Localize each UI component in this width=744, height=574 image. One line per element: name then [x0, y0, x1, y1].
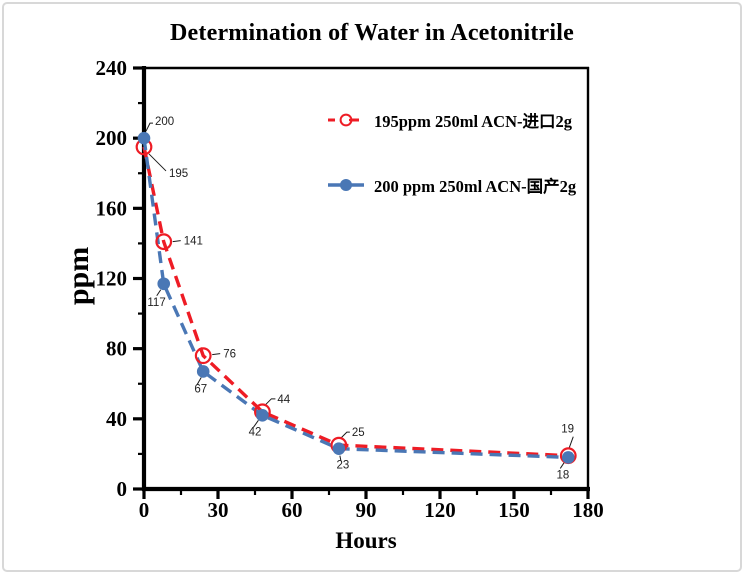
svg-text:90: 90 [356, 498, 377, 522]
svg-text:120: 120 [424, 498, 456, 522]
x-axis-label: Hours [335, 528, 397, 553]
svg-text:19: 19 [561, 424, 574, 436]
svg-text:240: 240 [96, 56, 128, 80]
red-dashed-open-circle-icon [328, 113, 364, 127]
svg-text:0: 0 [139, 498, 150, 522]
svg-text:160: 160 [96, 196, 128, 220]
svg-text:40: 40 [106, 407, 127, 431]
data-labels-red: 195 141 76 44 25 19 [148, 153, 574, 448]
svg-text:67: 67 [194, 383, 207, 395]
svg-text:30: 30 [208, 498, 229, 522]
svg-text:195: 195 [169, 168, 188, 180]
series-line-blue [142, 137, 569, 460]
series-line-red [142, 146, 569, 458]
svg-text:180: 180 [572, 498, 604, 522]
svg-text:80: 80 [106, 337, 127, 361]
svg-text:0: 0 [117, 477, 128, 501]
svg-text:44: 44 [277, 394, 290, 406]
data-labels-blue: 200 117 67 42 23 18 [145, 116, 569, 481]
svg-text:76: 76 [223, 349, 236, 361]
svg-text:141: 141 [184, 236, 203, 248]
svg-text:23: 23 [336, 460, 349, 472]
svg-text:117: 117 [147, 297, 165, 309]
legend-item-imported: 195ppm 250ml ACN-进口2g [327, 106, 572, 134]
svg-text:150: 150 [498, 498, 530, 522]
svg-text:18: 18 [556, 469, 569, 481]
svg-text:60: 60 [282, 498, 303, 522]
x-axis-ticks: 0 30 60 90 120 150 180 [139, 489, 604, 522]
legend-item-domestic: 200 ppm 250ml ACN-国产2g [327, 171, 576, 199]
svg-text:200: 200 [96, 126, 128, 150]
svg-text:200: 200 [155, 116, 174, 128]
svg-text:120: 120 [96, 267, 128, 291]
svg-text:25: 25 [352, 427, 365, 439]
svg-text:42: 42 [249, 426, 262, 438]
chart-title: Determination of Water in Acetonitrile [170, 20, 574, 46]
blue-line-filled-circle-icon [328, 179, 364, 191]
series-markers-blue [137, 131, 575, 464]
legend-label-domestic: 200 ppm 250ml ACN-国产2g [374, 177, 577, 196]
y-axis-ticks: 0 40 80 120 160 200 240 [96, 56, 144, 501]
legend-label-imported: 195ppm 250ml ACN-进口2g [374, 112, 573, 131]
